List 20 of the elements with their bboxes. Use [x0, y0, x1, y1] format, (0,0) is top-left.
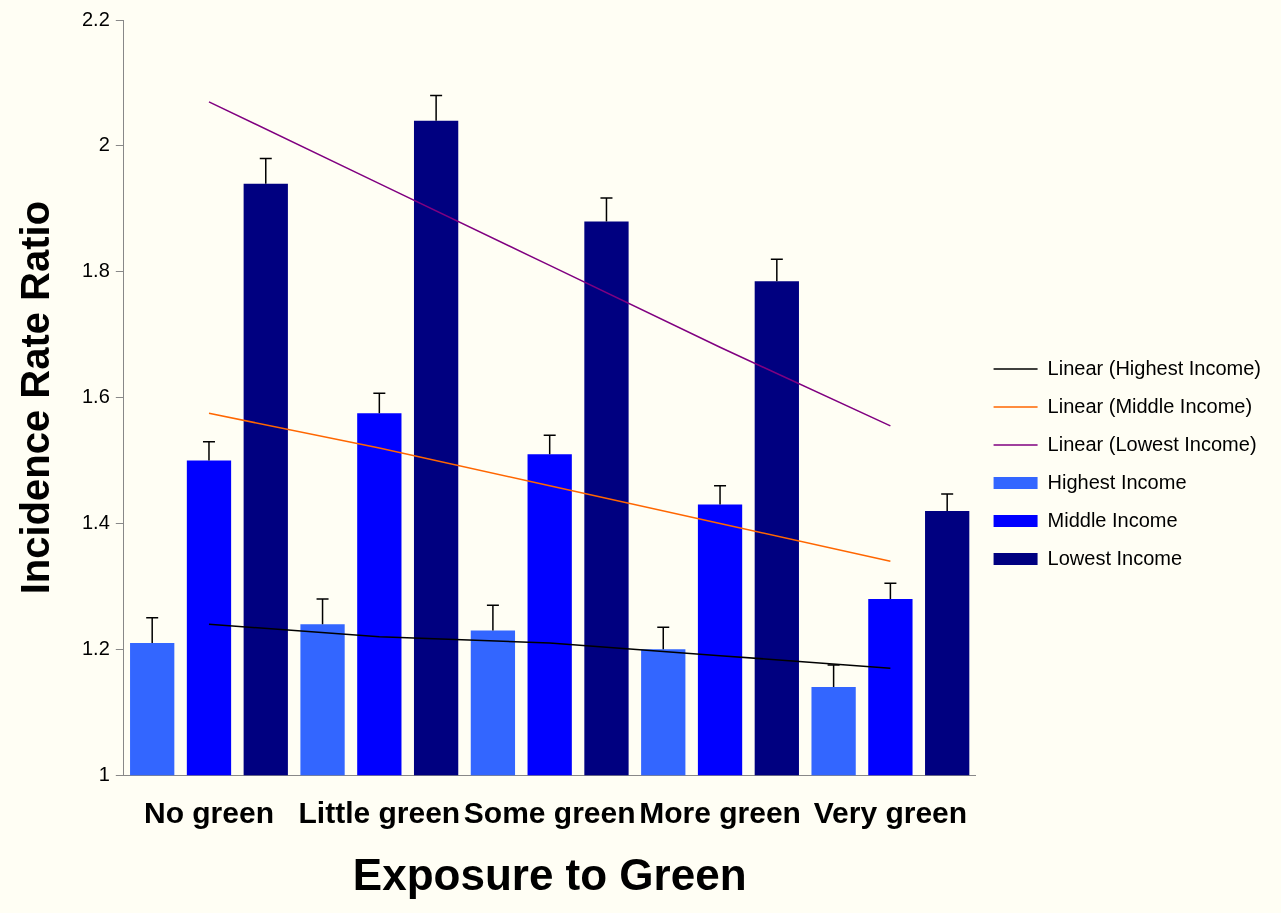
- y-tick-label: 1.6: [81, 385, 110, 408]
- legend-label: Linear (Highest Income): [1047, 356, 1262, 379]
- y-tick-label: 1.4: [81, 510, 110, 533]
- x-tick-label: Little green: [298, 796, 461, 830]
- y-tick-label: 1.8: [81, 259, 110, 282]
- x-tick-label: More green: [639, 796, 801, 830]
- x-tick-label: No green: [143, 796, 274, 830]
- y-tick-label: 2: [98, 133, 110, 156]
- x-axis-title: Exposure to Green: [352, 849, 747, 899]
- legend-label: Middle Income: [1047, 508, 1178, 531]
- legend-label: Lowest Income: [1047, 546, 1183, 569]
- legend-label: Linear (Lowest Income): [1047, 432, 1257, 455]
- y-tick-label: 2.2: [81, 7, 110, 30]
- y-tick-label: 1.2: [81, 636, 110, 659]
- x-tick-label: Some green: [463, 796, 636, 830]
- legend-label: Highest Income: [1047, 470, 1187, 493]
- y-tick-label: 1: [98, 762, 110, 785]
- x-tick-label: Very green: [813, 796, 968, 830]
- y-axis-title: Incidence Rate Ratio: [13, 200, 58, 595]
- legend-label: Linear (Middle Income): [1047, 394, 1253, 417]
